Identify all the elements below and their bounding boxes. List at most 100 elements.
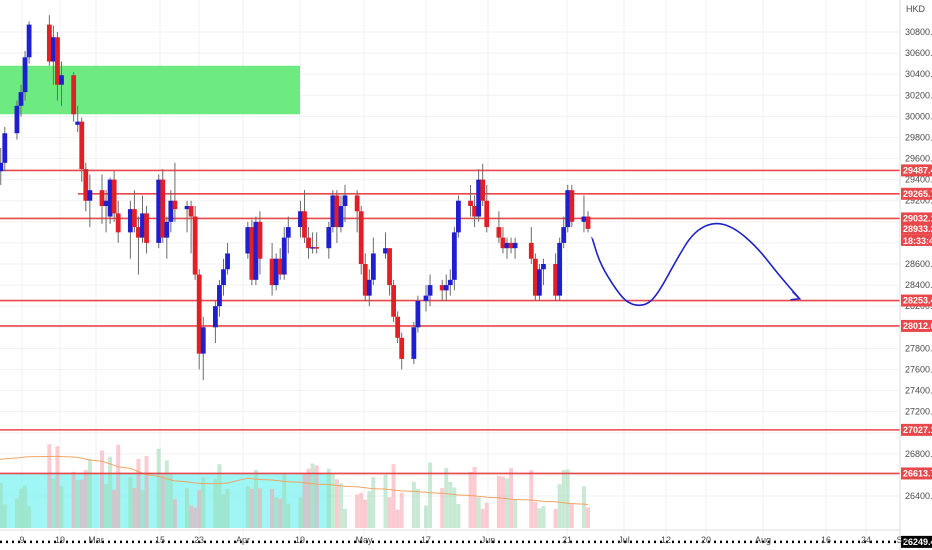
volume-bar (456, 503, 461, 528)
level-tag: 29265.7 (903, 189, 932, 199)
candle-body (532, 258, 538, 296)
volume-bar (116, 444, 121, 528)
price-axis-bg (900, 0, 932, 550)
candle-body (387, 248, 392, 286)
volume-bar (201, 477, 206, 528)
candle-body (225, 253, 230, 270)
volume-bar (306, 468, 311, 528)
time-tick-label: Jun (481, 535, 496, 545)
supply-zone-box (0, 65, 300, 115)
price-axis[interactable]: HKD26400.026600.026800.027000.027200.027… (899, 0, 932, 550)
volume-bars (0, 444, 590, 528)
candle-body (71, 75, 77, 115)
volume-bar (75, 480, 80, 528)
candle-body (103, 200, 109, 206)
countdown-label: 18:33:40 (903, 236, 932, 246)
candle-body (391, 285, 396, 317)
chart-grid (0, 0, 903, 538)
volume-bar (47, 444, 52, 528)
candle-body (168, 200, 174, 222)
volume-bar (371, 477, 376, 528)
candle-body (383, 248, 388, 254)
candle-body (277, 258, 283, 275)
candle-body (164, 221, 170, 238)
candle-body (107, 179, 113, 217)
candle-body (439, 285, 445, 291)
volume-bar (132, 487, 137, 528)
time-tick-label: 17 (421, 535, 431, 545)
candle-body (581, 216, 587, 222)
time-tick-label: 15 (155, 535, 165, 545)
volume-bar (472, 466, 477, 528)
candle-body (184, 206, 190, 210)
price-tick-label: 30800.0 (905, 27, 932, 37)
candle-body (273, 258, 279, 286)
projection-curve (591, 222, 802, 307)
level-tag-bg (901, 294, 932, 307)
candle-body (221, 269, 226, 286)
candle-body (476, 179, 482, 217)
volume-bar (298, 497, 303, 528)
currency-label: HKD (906, 4, 926, 14)
candle-body (298, 211, 303, 228)
volume-bar (221, 494, 226, 528)
candle-body (456, 200, 461, 233)
price-tick-label: 27200.0 (905, 407, 932, 417)
volume-bar (440, 488, 445, 528)
dotted-level-tag: 26249.4 (903, 537, 932, 547)
candle-body (249, 227, 255, 280)
price-tick-label: 28400.0 (905, 280, 932, 290)
candle-body (585, 216, 591, 229)
time-tick-label: 23 (194, 535, 204, 545)
volume-bar (509, 468, 514, 528)
volume-bar (185, 488, 190, 528)
volume-bar (14, 498, 19, 528)
time-axis[interactable]: 9 19 Mar 15 23 Apr 19 May 17 Jun 21 Jul 12 20 Aug 16 24 S… (0, 529, 908, 545)
volume-bar (257, 488, 262, 528)
volume-bar (395, 509, 400, 528)
time-tick-label: 20 (701, 535, 711, 545)
volume-bar (343, 508, 347, 528)
volume-bar (59, 486, 64, 528)
candle-body (468, 200, 473, 206)
volume-bar (286, 503, 291, 528)
candle-body (427, 285, 433, 296)
volume-bar (561, 470, 566, 528)
time-tick-label: Aug (755, 535, 771, 545)
time-tick-label: 19 (295, 535, 305, 545)
time-tick-label: Apr (236, 535, 250, 545)
time-tick-label: May (355, 535, 373, 545)
volume-bar (168, 473, 173, 528)
level-tag: 27027.1 (903, 425, 932, 435)
volume-bar (302, 473, 307, 528)
candle-body (281, 237, 287, 275)
volume-bar (144, 455, 149, 528)
candle-body (354, 195, 360, 212)
candle-body (192, 216, 198, 275)
candle-body (213, 306, 218, 328)
volume-bar (160, 474, 165, 528)
volume-bar (2, 504, 7, 528)
price-tick-label: 30600.0 (905, 48, 932, 58)
candle-body (26, 24, 32, 58)
candle-body (569, 190, 575, 222)
candle-body (160, 179, 166, 238)
volume-bar (71, 471, 76, 528)
candle-body (87, 190, 93, 201)
volume-bar (359, 492, 364, 528)
volume-bar (270, 488, 275, 528)
candle-body (326, 227, 332, 249)
volume-bar (586, 507, 590, 528)
price-tick-label: 27800.0 (905, 343, 932, 353)
volume-bar (55, 446, 60, 528)
volume-bar (274, 497, 279, 528)
candle-body (132, 209, 137, 228)
volume-bar (452, 487, 457, 528)
current-price-tag-bg (901, 222, 932, 235)
volume-bar (189, 505, 194, 528)
candle-body (496, 227, 502, 238)
candle-body (302, 211, 307, 238)
volume-bar (217, 464, 222, 528)
volume-bar (100, 450, 104, 528)
